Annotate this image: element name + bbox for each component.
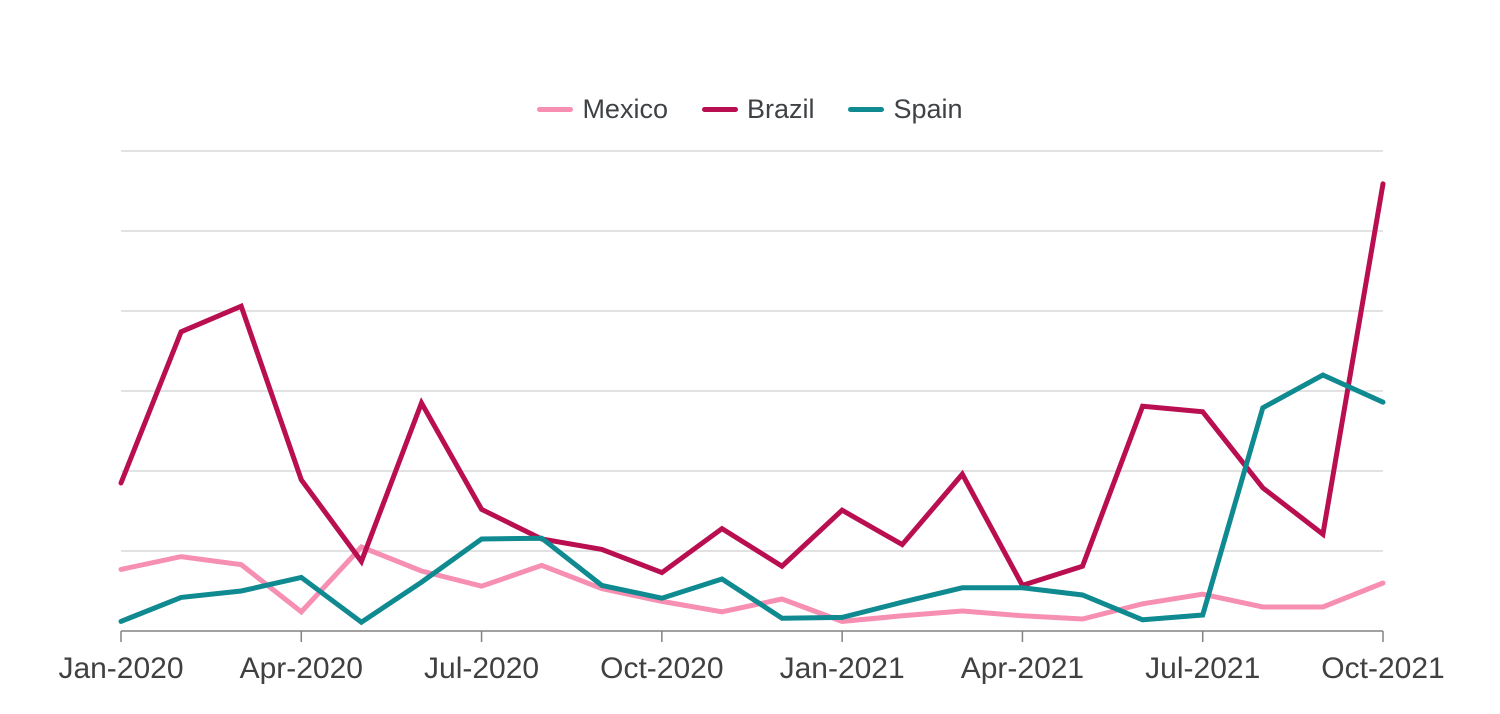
legend-label: Spain xyxy=(893,94,963,124)
legend-item-brazil[interactable]: Brazil xyxy=(701,94,815,124)
legend-swatch-icon xyxy=(848,107,885,112)
x-tick-label: Jul-2021 xyxy=(1145,652,1260,685)
x-tick-label: Oct-2020 xyxy=(600,652,723,685)
legend-item-mexico[interactable]: Mexico xyxy=(537,96,668,123)
legend-swatch-icon xyxy=(701,107,738,112)
legend-swatch-icon xyxy=(537,107,574,112)
legend-label: Mexico xyxy=(582,94,668,124)
series-line-spain xyxy=(118,372,1386,626)
x-tick-label: Apr-2020 xyxy=(240,652,363,685)
series-line-brazil xyxy=(118,181,1386,589)
x-tick-label: Jul-2020 xyxy=(424,652,539,685)
x-tick-label: Jan-2021 xyxy=(780,652,905,685)
x-tick-label: Oct-2021 xyxy=(1321,652,1444,685)
chart-legend: Mexico Brazil Spain xyxy=(0,96,1500,123)
series-line-mexico xyxy=(118,544,1386,624)
legend-item-spain[interactable]: Spain xyxy=(848,94,963,124)
legend-label: Brazil xyxy=(746,94,815,124)
x-tick-label: Jan-2020 xyxy=(58,652,183,685)
x-tick-label: Apr-2021 xyxy=(961,652,1084,685)
